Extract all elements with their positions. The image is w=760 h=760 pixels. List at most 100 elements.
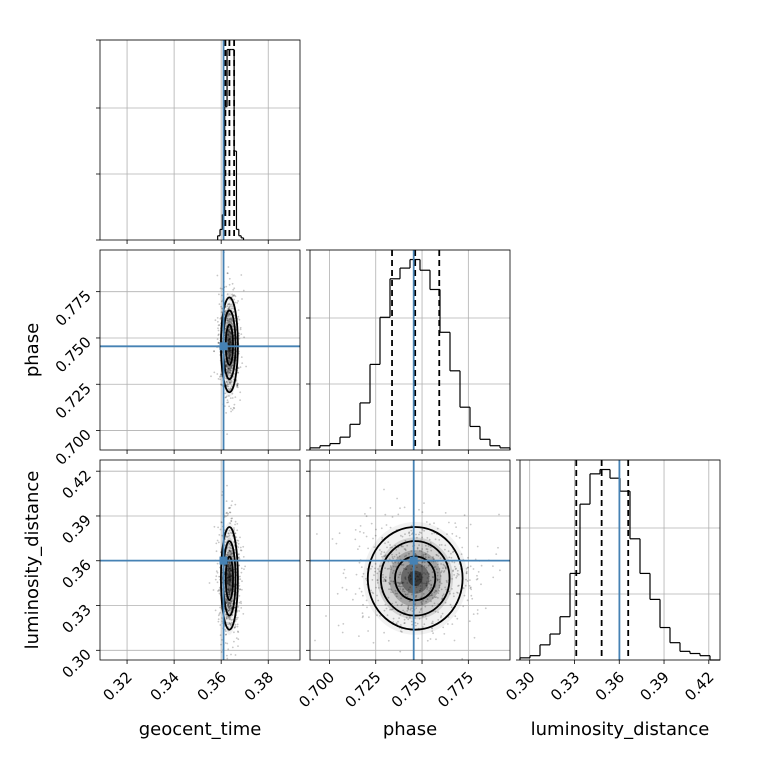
sample-point xyxy=(229,567,231,570)
sample-point xyxy=(229,372,232,374)
sample-point xyxy=(452,569,454,572)
sample-point xyxy=(409,616,411,619)
sample-point xyxy=(226,654,228,657)
sample-point xyxy=(224,633,227,636)
sample-point xyxy=(401,585,404,588)
truth-marker xyxy=(409,556,418,565)
sample-point xyxy=(226,579,229,582)
sample-point xyxy=(227,333,229,336)
density-fill xyxy=(228,570,231,587)
sample-point xyxy=(228,349,231,352)
sample-point xyxy=(225,380,228,383)
sample-point xyxy=(229,563,232,566)
sample-point xyxy=(227,605,230,608)
sample-point xyxy=(221,307,223,310)
sample-point xyxy=(228,507,230,509)
sample-point xyxy=(225,500,228,502)
sample-point xyxy=(456,572,459,575)
sample-point xyxy=(218,588,221,591)
sample-point xyxy=(341,631,344,634)
sample-point xyxy=(344,576,347,579)
sample-point xyxy=(231,500,234,502)
sample-point xyxy=(237,557,240,559)
sample-point xyxy=(226,582,229,585)
sample-point xyxy=(226,576,229,579)
sample-point xyxy=(217,590,219,592)
sample-point xyxy=(226,305,229,308)
sample-point xyxy=(430,583,433,586)
sample-point xyxy=(404,533,406,536)
sample-point xyxy=(390,580,392,583)
sample-point xyxy=(384,513,387,516)
sample-point xyxy=(423,623,426,626)
sample-point xyxy=(362,603,364,606)
sample-point xyxy=(408,600,411,603)
sample-point xyxy=(405,616,408,619)
sample-point xyxy=(225,598,228,601)
sample-point xyxy=(358,587,361,590)
sample-point xyxy=(227,342,230,345)
sample-point xyxy=(219,528,222,531)
sample-point xyxy=(217,333,220,336)
sample-point xyxy=(370,589,372,592)
sample-point xyxy=(230,335,232,338)
sample-point xyxy=(476,577,479,580)
contour-line xyxy=(379,540,451,617)
sample-point xyxy=(216,571,219,574)
sample-point xyxy=(232,360,235,362)
sample-point xyxy=(230,589,232,592)
sample-point xyxy=(228,335,231,338)
x-tick-label: 0.36 xyxy=(194,668,230,704)
sample-point xyxy=(237,539,240,542)
sample-point xyxy=(227,350,230,353)
sample-point xyxy=(234,520,237,523)
sample-point xyxy=(480,583,482,586)
sample-point xyxy=(230,567,232,570)
sample-point xyxy=(402,564,405,566)
sample-point xyxy=(242,556,245,558)
sample-point xyxy=(399,573,402,576)
sample-point xyxy=(228,361,231,364)
sample-point xyxy=(220,643,222,646)
sample-point xyxy=(420,607,423,610)
sample-point xyxy=(425,600,427,603)
sample-point xyxy=(228,576,231,579)
sample-point xyxy=(233,626,236,629)
sample-point xyxy=(231,552,234,555)
sample-point xyxy=(445,579,448,582)
sample-point xyxy=(231,307,233,310)
sample-point xyxy=(376,582,379,584)
sample-point xyxy=(240,571,243,574)
sample-point xyxy=(226,581,229,583)
sample-point xyxy=(415,595,417,597)
sample-point xyxy=(237,309,240,311)
sample-point xyxy=(401,582,403,584)
sample-point xyxy=(465,570,468,573)
sample-point xyxy=(225,396,227,399)
sample-point xyxy=(392,580,395,583)
sample-point xyxy=(468,620,471,623)
sample-point xyxy=(408,552,410,555)
sample-point xyxy=(421,561,424,564)
sample-point xyxy=(410,529,413,532)
sample-point xyxy=(374,563,377,565)
sample-point xyxy=(240,600,242,603)
sample-point xyxy=(229,382,231,384)
sample-point xyxy=(229,607,231,610)
sample-point xyxy=(438,539,441,541)
sample-point xyxy=(228,567,231,570)
sample-point xyxy=(407,572,410,574)
sample-point xyxy=(389,582,391,585)
sample-point xyxy=(228,534,231,537)
sample-point xyxy=(220,383,223,386)
sample-point xyxy=(402,590,404,592)
sample-point xyxy=(227,583,230,586)
sample-point xyxy=(445,567,447,570)
sample-point xyxy=(228,330,231,333)
sample-point xyxy=(226,568,229,571)
sample-point xyxy=(229,575,232,577)
sample-point xyxy=(208,582,211,584)
sample-point xyxy=(228,329,230,332)
sample-point xyxy=(220,521,223,524)
sample-point xyxy=(225,377,228,380)
